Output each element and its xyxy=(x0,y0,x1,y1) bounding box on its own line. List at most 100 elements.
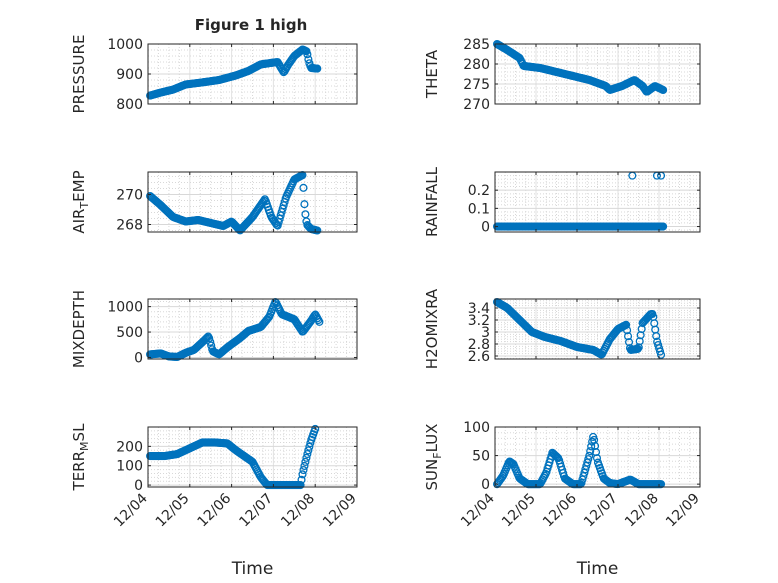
y-tick-label: 270 xyxy=(463,97,490,113)
grid-lines xyxy=(147,172,358,232)
y-axis-label: SUNFLUX xyxy=(423,424,444,491)
data-point xyxy=(637,324,646,334)
data-point xyxy=(623,326,632,335)
y-tick-label: 50 xyxy=(472,449,490,465)
data-point xyxy=(304,446,313,455)
data-point xyxy=(299,183,308,192)
data-point xyxy=(584,455,593,464)
y-tick-label: 100 xyxy=(116,459,143,475)
y-tick-label: 900 xyxy=(116,67,143,83)
data-point xyxy=(302,453,311,462)
x-tick-label: 12/08 xyxy=(622,491,662,531)
data-point xyxy=(315,317,324,326)
axes-box xyxy=(494,298,701,360)
data-series xyxy=(492,432,666,489)
x-tick-label: 12/06 xyxy=(540,490,580,530)
y-tick-label: 2.8 xyxy=(468,337,490,353)
y-tick-label: 285 xyxy=(463,37,490,53)
axes-box xyxy=(147,426,358,488)
subplot-h2omixra: 2.62.833.23.4 H2OMIXRA xyxy=(423,288,701,369)
y-tick-label: 100 xyxy=(463,420,490,436)
x-tick-label: 12/04 xyxy=(111,490,151,530)
y-axis-label: THETA xyxy=(423,49,441,99)
data-series xyxy=(492,39,668,96)
y-axis-label: RAINFALL xyxy=(423,166,441,237)
data-point xyxy=(311,424,320,433)
subplot-air-temp: 268 270 AIRTEMP xyxy=(70,170,358,235)
data-series xyxy=(146,45,322,100)
subplot-terr-msl: 0 100 200 12/04 12/05 12/06 12/07 12/08 12/09 Tim… xyxy=(70,423,360,579)
data-point xyxy=(205,334,214,343)
x-tick-label: 12/05 xyxy=(499,491,539,531)
data-point xyxy=(652,331,661,341)
y-axis-label: PRESSURE xyxy=(70,35,88,114)
data-point xyxy=(301,457,310,466)
grid-lines xyxy=(147,43,358,105)
data-series xyxy=(146,297,324,362)
data-point xyxy=(313,64,322,73)
y-tick-label: 3.2 xyxy=(468,313,490,329)
y-tick-label: 0 xyxy=(134,478,143,494)
x-tick-label: 12/06 xyxy=(195,490,235,530)
data-point xyxy=(592,454,602,463)
data-point xyxy=(303,50,312,59)
y-tick-label: 200 xyxy=(116,439,143,455)
y-axis-label: TERRMSL xyxy=(70,423,91,492)
axes-box xyxy=(147,298,358,360)
data-point xyxy=(586,447,595,456)
data-point xyxy=(299,465,308,475)
data-point xyxy=(624,332,633,341)
data-point xyxy=(300,200,309,209)
data-point xyxy=(656,347,665,356)
axes-box xyxy=(494,43,701,105)
data-point xyxy=(659,222,668,231)
data-point xyxy=(300,461,309,471)
data-series xyxy=(492,297,666,359)
x-tick-label: 12/04 xyxy=(458,490,498,530)
figure-title: Figure 1 high xyxy=(195,16,308,34)
subplot-theta: 270 275 280 285 THETA xyxy=(423,37,701,113)
y-tick-label: 1000 xyxy=(107,37,143,53)
data-point xyxy=(298,470,307,479)
subplot-sun-flux: 0 50 100 12/04 12/05 12/06 12/07 12/08 12/09 Time… xyxy=(423,420,703,579)
x-tick-label: 12/08 xyxy=(278,491,318,531)
data-series xyxy=(146,424,320,490)
y-tick-label: 0.2 xyxy=(468,183,490,199)
data-point xyxy=(296,481,305,490)
subplot-rainfall: 0 0.1 0.2 RAINFALL xyxy=(423,166,701,237)
data-point xyxy=(313,226,322,235)
x-axis-label: Time xyxy=(576,559,619,579)
x-tick-label: 12/07 xyxy=(581,491,621,531)
data-point xyxy=(305,442,314,451)
y-tick-label: 0 xyxy=(481,220,490,236)
x-axis-label: Time xyxy=(231,559,274,579)
data-point xyxy=(303,449,312,459)
subplot-mixdepth: 0 500 1000 MIXDEPTH xyxy=(70,290,358,368)
y-tick-label: 3.4 xyxy=(468,301,490,317)
data-point xyxy=(624,338,634,347)
y-tick-label: 275 xyxy=(463,77,490,93)
y-tick-label: 800 xyxy=(116,97,143,113)
axes-box xyxy=(494,426,701,488)
y-tick-label: 0.1 xyxy=(468,201,490,217)
y-tick-label: 2.6 xyxy=(468,349,490,365)
data-point xyxy=(585,451,594,460)
y-tick-label: 280 xyxy=(463,57,490,73)
y-tick-label: 1000 xyxy=(107,300,143,316)
data-point xyxy=(206,337,215,346)
data-point xyxy=(297,475,306,484)
y-axis-label: MIXDEPTH xyxy=(70,290,88,368)
x-tick-label: 12/05 xyxy=(153,491,193,531)
data-point xyxy=(587,442,596,451)
grid-lines xyxy=(494,43,701,105)
data-point xyxy=(622,320,631,329)
axes-box xyxy=(147,171,358,233)
x-tick-label: 12/09 xyxy=(320,491,360,531)
y-tick-label: 270 xyxy=(116,188,143,204)
axes-box xyxy=(494,171,701,233)
y-tick-label: 0 xyxy=(134,350,143,366)
y-axis-label: AIRTEMP xyxy=(70,170,91,233)
y-tick-label: 0 xyxy=(481,477,490,493)
